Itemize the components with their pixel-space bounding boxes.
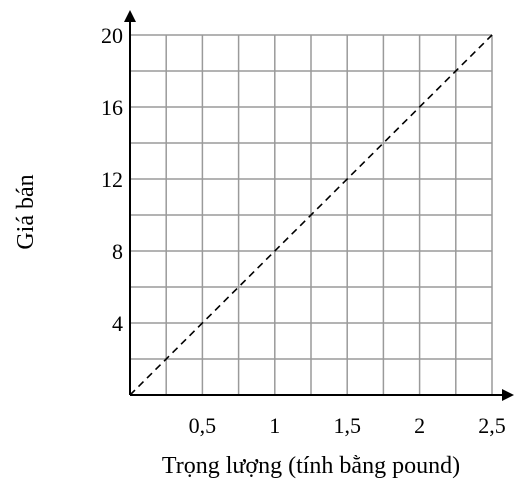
- grid: [130, 34, 493, 395]
- y-tick-label: 4: [112, 311, 123, 336]
- y-tick-label: 8: [112, 239, 123, 264]
- y-tick-labels: 4 8 12 16 20: [101, 23, 123, 336]
- x-tick-labels: 0,5 1 1,5 2 2,5: [189, 413, 506, 438]
- y-axis-arrow-icon: [124, 10, 136, 22]
- y-tick-label: 12: [101, 167, 123, 192]
- x-axis-arrow-icon: [502, 389, 514, 401]
- x-tick-label: 2: [414, 413, 425, 438]
- x-tick-label: 1,5: [333, 413, 361, 438]
- y-axis-label: Giá bán: [13, 174, 39, 249]
- y-tick-label: 20: [101, 23, 123, 48]
- series-line-dashed: [129, 34, 493, 396]
- axes: [124, 10, 514, 401]
- x-tick-label: 0,5: [189, 413, 217, 438]
- x-tick-label: 1: [269, 413, 280, 438]
- x-axis-label: Trọng lượng (tính bằng pound): [162, 453, 460, 479]
- x-tick-label: 2,5: [478, 413, 506, 438]
- y-tick-label: 16: [101, 95, 123, 120]
